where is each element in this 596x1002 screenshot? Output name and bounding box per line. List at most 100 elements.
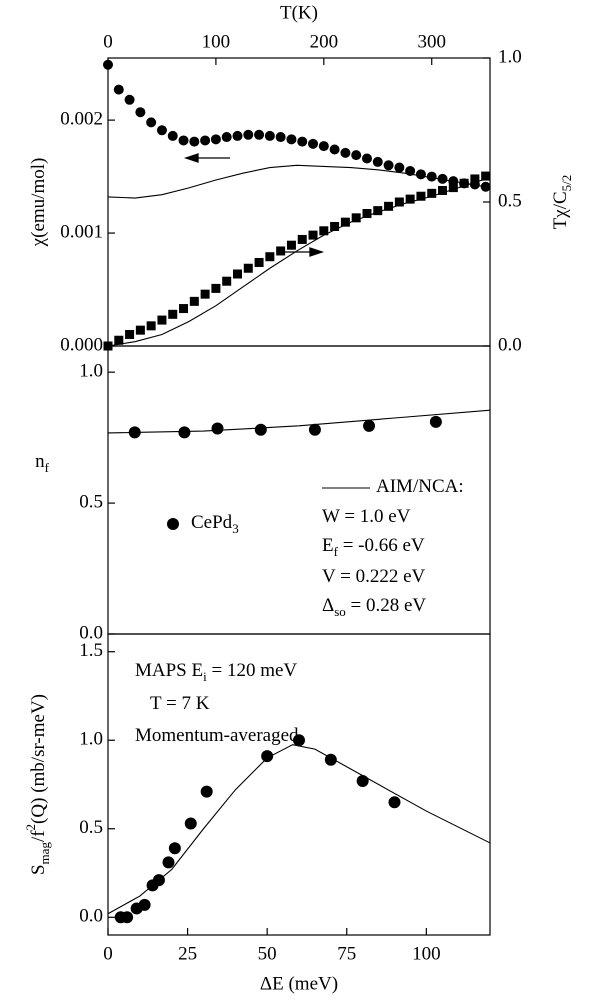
text-part: Tχ/C — [550, 191, 571, 229]
marker — [372, 156, 383, 167]
y-tick-label: 1.5 — [79, 640, 103, 661]
subscript: 3 — [232, 521, 239, 536]
marker — [448, 183, 458, 193]
marker — [254, 129, 265, 140]
marker — [184, 817, 197, 830]
x-tick-label: 100 — [202, 31, 231, 52]
subscript: so — [334, 604, 346, 619]
line — [107, 409, 491, 434]
marker — [189, 296, 199, 306]
marker — [121, 911, 134, 924]
marker — [340, 147, 351, 158]
marker — [427, 188, 437, 198]
marker — [329, 144, 340, 155]
text-part: MAPS E — [135, 660, 203, 681]
marker — [135, 107, 146, 118]
marker — [276, 246, 286, 256]
y2-tick-label: 0.5 — [498, 190, 522, 211]
marker — [167, 130, 178, 141]
marker — [157, 315, 167, 325]
marker — [318, 141, 329, 152]
marker — [319, 226, 329, 236]
marker — [459, 178, 469, 188]
plot-frame — [107, 633, 491, 936]
y-tick-label: 1.0 — [79, 361, 103, 382]
x-tick-label: 0 — [103, 31, 113, 52]
line — [107, 178, 486, 347]
legend-marker — [167, 518, 179, 530]
marker — [138, 898, 151, 911]
x-tick-label: 0 — [103, 943, 113, 964]
marker — [297, 136, 308, 147]
marker — [222, 276, 232, 286]
marker — [426, 171, 437, 182]
marker — [179, 304, 189, 314]
marker — [211, 422, 224, 435]
marker — [437, 173, 448, 184]
marker — [264, 130, 275, 141]
y-axis-label: Smag​/f2​(Q) (mb/sr-meV) — [23, 694, 52, 875]
text-part: (Q) (mb/sr-meV) — [28, 694, 49, 824]
marker — [261, 750, 274, 763]
marker — [330, 221, 340, 231]
marker — [363, 419, 376, 432]
marker — [416, 191, 426, 201]
x-tick-label: 100 — [412, 943, 441, 964]
marker — [438, 185, 448, 195]
plot-frame — [107, 57, 491, 347]
text-part: /f — [28, 830, 49, 842]
arrows — [183, 153, 325, 257]
text-part: = -0.66 eV — [338, 535, 425, 556]
superscript: 2 — [23, 824, 38, 831]
marker — [362, 209, 372, 219]
marker — [232, 130, 243, 141]
marker — [178, 426, 191, 439]
marker — [200, 135, 211, 146]
marker — [361, 153, 372, 164]
marker — [405, 194, 415, 204]
text-part: V = 0.222 eV — [322, 566, 426, 587]
marker — [200, 289, 210, 299]
marker — [168, 842, 181, 855]
marker — [383, 160, 394, 171]
y-tick-label: 0.0 — [79, 906, 103, 927]
y-tick-label: 0.001 — [60, 221, 103, 242]
text-part: W = 1.0 eV — [322, 506, 411, 527]
marker — [265, 252, 275, 262]
marker — [470, 174, 480, 184]
marker — [254, 257, 264, 267]
text-part: AIM/NCA: — [376, 476, 464, 497]
subscript: f — [334, 544, 339, 559]
marker — [308, 423, 321, 436]
annotation: W = 1.0 eV — [322, 506, 411, 527]
marker — [162, 856, 175, 869]
marker — [388, 796, 401, 809]
y-tick-label: 0.5 — [79, 817, 103, 838]
x-tick-label: 25 — [178, 943, 197, 964]
marker — [373, 206, 383, 216]
annotation: V = 0.222 eV — [322, 566, 426, 587]
y-tick-label: 0.000 — [60, 334, 103, 355]
annotation: Δso​ = 0.28 eV — [322, 595, 426, 619]
marker — [103, 59, 113, 70]
marker — [114, 335, 124, 345]
subscript: 5/2 — [559, 175, 574, 192]
y-tick-label: 0.5 — [79, 491, 103, 512]
x-tick-label: 300 — [417, 31, 446, 52]
marker — [221, 132, 232, 143]
marker — [415, 169, 426, 180]
text-part: CePd — [191, 512, 233, 533]
marker — [210, 134, 221, 145]
y2-axis-label: Tχ/C5/2​ — [550, 175, 574, 230]
marker — [243, 263, 253, 273]
marker — [200, 785, 213, 798]
marker — [124, 94, 135, 105]
marker — [211, 283, 221, 293]
y-tick-label: 0.002 — [60, 108, 103, 129]
marker — [254, 423, 267, 436]
marker — [146, 117, 157, 128]
x-tick-label: 200 — [310, 31, 339, 52]
y2-tick-label: 0.0 — [498, 334, 522, 355]
text-part: = 0.28 eV — [346, 595, 427, 616]
